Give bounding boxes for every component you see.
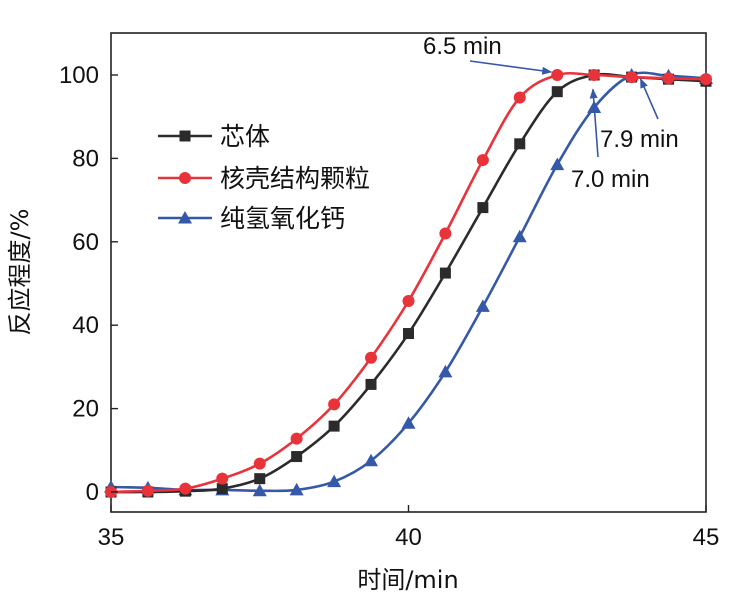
annotation-label: 6.5 min (423, 33, 502, 60)
data-point (216, 472, 229, 485)
data-point (700, 73, 712, 86)
legend-item: 芯体 (158, 122, 270, 151)
y-tick-label: 40 (72, 312, 99, 339)
data-point (290, 432, 303, 445)
series-layer (104, 68, 713, 498)
data-point (513, 91, 526, 104)
y-tick-label: 80 (72, 145, 99, 172)
legend-label: 纯氢氧化钙 (220, 204, 345, 233)
data-point (253, 457, 266, 470)
x-tick-label: 35 (98, 524, 125, 551)
data-point (328, 420, 340, 432)
y-axis-title: 反应程度/% (6, 209, 34, 336)
data-point (475, 299, 490, 312)
x-axis-title: 时间/min (357, 566, 458, 594)
annotation-label: 7.0 min (571, 166, 650, 193)
data-point (179, 482, 192, 495)
data-point (477, 202, 489, 214)
data-point (401, 416, 416, 429)
legend-marker (179, 130, 191, 142)
data-point (625, 71, 638, 84)
legend-label: 芯体 (220, 122, 270, 151)
legend-label: 核壳结构颗粒 (220, 164, 370, 193)
annotation: 6.5 min (423, 33, 553, 75)
y-tick-label: 100 (59, 62, 99, 89)
legend-item: 纯氢氧化钙 (158, 204, 345, 233)
x-tick-label: 40 (395, 524, 422, 551)
data-point (254, 473, 266, 485)
annotation: 7.0 min (571, 88, 650, 193)
data-point (439, 267, 451, 279)
data-point (403, 328, 414, 340)
data-point (141, 484, 154, 497)
data-point (439, 227, 452, 240)
data-point (514, 138, 526, 150)
data-point (365, 378, 377, 390)
data-point (364, 453, 379, 467)
data-point (289, 482, 304, 496)
data-point (328, 398, 341, 411)
data-point (550, 157, 565, 171)
annotations: 6.5 min 7.9 min 7.0 min (423, 33, 679, 193)
annotation-label: 7.9 min (600, 126, 679, 153)
legend-marker (179, 172, 191, 184)
annotation-arrow (589, 88, 599, 158)
data-point (402, 295, 415, 308)
data-point (327, 474, 342, 488)
annotation-arrow (639, 77, 659, 120)
ticks-layer: 35 40 45 0 20 40 60 80 100 (59, 62, 719, 551)
x-tick-label: 45 (693, 524, 720, 551)
data-point (662, 72, 675, 85)
annotation: 7.9 min (600, 77, 679, 153)
data-point (216, 483, 228, 495)
series-2 (105, 69, 712, 498)
legend-item: 核壳结构颗粒 (158, 164, 370, 193)
data-point (438, 364, 453, 378)
data-point (551, 69, 564, 81)
data-point (291, 451, 303, 463)
data-point (476, 154, 489, 167)
legend-marker (178, 211, 192, 224)
data-point (551, 86, 563, 98)
y-tick-label: 20 (72, 396, 99, 423)
annotation-arrow (469, 60, 553, 75)
y-tick-label: 60 (72, 229, 99, 256)
data-point (588, 69, 601, 81)
plot-frame (110, 32, 707, 513)
data-point (512, 229, 527, 243)
data-point (252, 483, 267, 497)
y-tick-label: 0 (86, 479, 99, 506)
data-point (365, 351, 378, 364)
